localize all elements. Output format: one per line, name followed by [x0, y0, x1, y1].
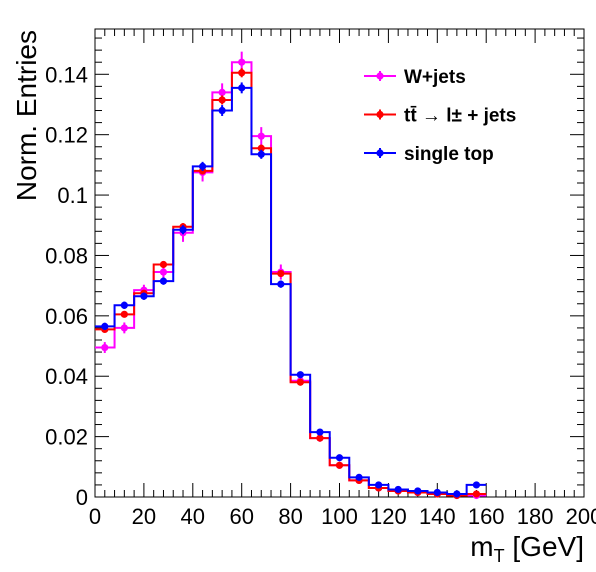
x-axis-title: mT [GeV] — [470, 531, 584, 566]
x-tick-label: 200 — [566, 504, 596, 529]
data-point — [120, 324, 128, 332]
data-point — [159, 277, 168, 285]
data-point — [375, 481, 383, 489]
data-point — [140, 292, 148, 300]
legend-item: W+jets — [364, 67, 466, 88]
data-point — [238, 69, 246, 77]
data-point — [355, 473, 363, 481]
data-point — [453, 490, 461, 498]
legend-item: single top — [364, 144, 494, 165]
data-point — [218, 106, 226, 115]
series-group — [95, 51, 487, 500]
x-tick-label: 60 — [229, 504, 253, 529]
y-tick-labels: 0 0.02 0.04 0.06 0.08 0.1 0.12 0.14 — [45, 62, 88, 510]
data-point — [277, 269, 285, 278]
x-axis-title-main: m — [470, 531, 493, 562]
legend-item: tt̄ → l± + jets — [364, 106, 516, 127]
data-point — [238, 58, 246, 66]
x-axis-title-unit: [GeV] — [505, 531, 584, 562]
data-point — [296, 378, 304, 386]
data-point — [257, 132, 265, 140]
axis-ticks — [94, 29, 585, 498]
data-point — [120, 310, 128, 318]
x-tick-label: 160 — [468, 504, 505, 529]
x-tick-label: 140 — [419, 504, 456, 529]
series-2 — [95, 82, 487, 498]
y-axis-title: Norm. Entries — [11, 30, 42, 201]
legend-marker — [376, 149, 384, 157]
x-tick-label: 120 — [370, 504, 407, 529]
data-point — [101, 343, 109, 352]
data-point — [159, 268, 168, 276]
data-point — [101, 322, 109, 331]
data-point — [277, 280, 285, 288]
y-tick-label: 0.1 — [57, 183, 88, 208]
x-tick-label: 40 — [181, 504, 205, 529]
x-axis-title-sub: T — [494, 546, 505, 566]
data-point — [472, 490, 481, 498]
data-point — [316, 428, 324, 436]
y-tick-label: 0.08 — [45, 243, 88, 268]
data-point — [257, 150, 265, 158]
y-tick-label: 0 — [76, 485, 88, 510]
data-point — [179, 226, 187, 234]
legend-marker — [376, 110, 384, 119]
data-point — [198, 162, 207, 170]
legend-label: tt̄ → l± + jets — [404, 106, 516, 127]
data-point — [120, 301, 128, 309]
data-point — [257, 144, 265, 152]
data-point — [335, 461, 344, 469]
legend: W+jets tt̄ → l± + jets single top — [364, 67, 516, 165]
data-point — [238, 84, 246, 92]
legend-label: single top — [404, 144, 494, 165]
data-point — [433, 488, 441, 497]
y-tick-label: 0.14 — [45, 62, 88, 87]
x-tick-label: 20 — [132, 504, 156, 529]
legend-label: W+jets — [404, 67, 466, 88]
x-tick-labels: 0 20 40 60 80 100 120 140 160 180 200 — [89, 504, 596, 529]
x-tick-label: 80 — [278, 504, 302, 529]
x-tick-label: 100 — [321, 504, 358, 529]
y-tick-label: 0.12 — [45, 123, 88, 148]
data-point — [394, 485, 402, 494]
data-point — [335, 454, 344, 462]
data-point — [218, 88, 226, 97]
y-tick-label: 0.04 — [45, 364, 88, 389]
x-tick-label: 0 — [89, 504, 101, 529]
data-point — [218, 96, 226, 104]
x-tick-label: 180 — [517, 504, 554, 529]
data-point — [414, 487, 422, 495]
y-tick-label: 0.06 — [45, 304, 88, 329]
data-point — [159, 260, 168, 269]
y-tick-label: 0.02 — [45, 425, 88, 450]
legend-marker — [376, 72, 384, 80]
data-point — [296, 371, 304, 379]
data-point — [316, 434, 324, 442]
data-point — [472, 481, 481, 489]
